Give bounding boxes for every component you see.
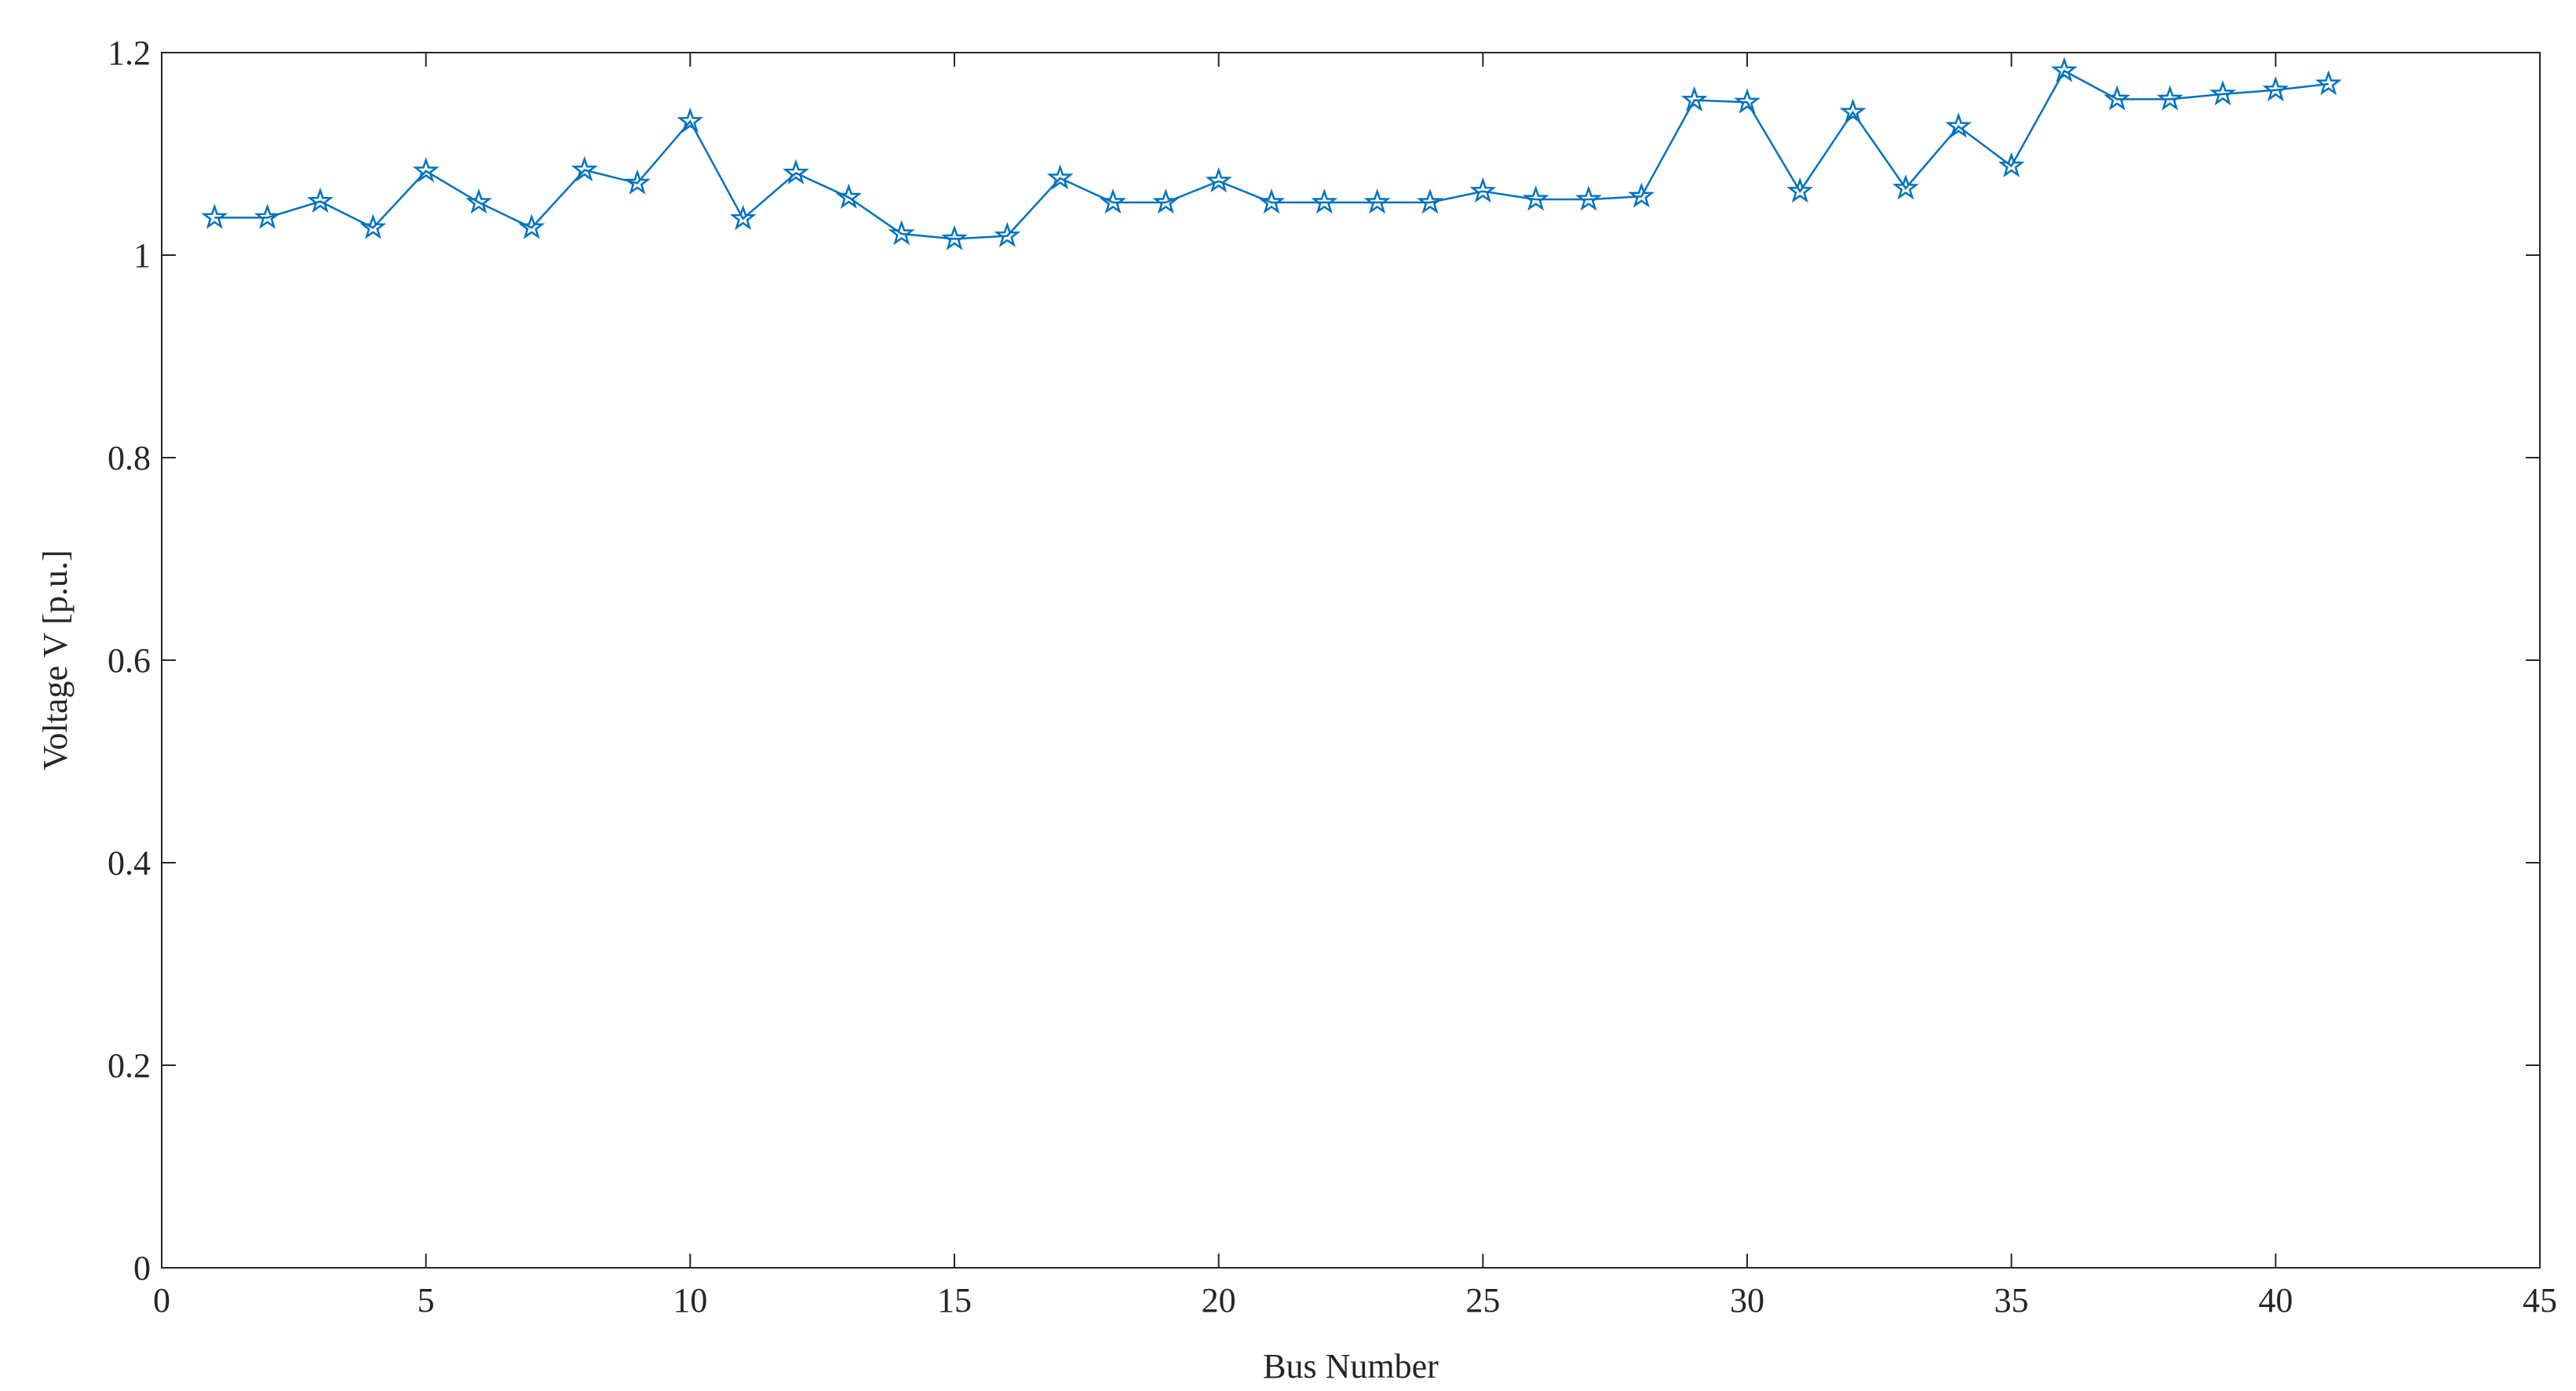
data-marker xyxy=(518,214,545,239)
x-tick-label: 0 xyxy=(153,1281,170,1320)
y-axis-label: Voltage V [p.u.] xyxy=(36,549,75,770)
x-tick-label: 30 xyxy=(1730,1281,1764,1320)
data-marker xyxy=(1046,164,1074,190)
data-marker xyxy=(994,221,1021,247)
data-marker xyxy=(2315,70,2342,96)
data-marker xyxy=(1734,88,1761,114)
plot-frame xyxy=(161,52,2541,1269)
data-marker xyxy=(571,155,598,182)
data-marker xyxy=(1205,166,1232,193)
data-marker xyxy=(783,159,809,184)
data-marker xyxy=(624,169,651,195)
data-line xyxy=(214,69,2329,240)
data-marker xyxy=(2209,80,2236,106)
data-marker xyxy=(2051,57,2078,82)
x-axis-label: Bus Number xyxy=(1263,1347,1439,1386)
data-marker xyxy=(677,107,704,133)
y-tick-label: 0.8 xyxy=(108,439,151,477)
data-marker xyxy=(729,204,757,230)
y-tick-label: 0.6 xyxy=(108,641,151,680)
x-tick-label: 45 xyxy=(2523,1281,2557,1320)
data-marker xyxy=(254,203,281,229)
data-marker xyxy=(1945,112,1972,138)
data-marker xyxy=(1522,185,1549,211)
data-marker xyxy=(1311,188,1338,214)
y-tick-label: 1 xyxy=(133,236,151,275)
x-tick-label: 25 xyxy=(1465,1281,1500,1320)
data-marker xyxy=(1892,174,1919,200)
y-tick-label: 0.2 xyxy=(108,1046,151,1085)
x-tick-label: 5 xyxy=(418,1281,435,1320)
data-marker xyxy=(359,214,387,239)
data-marker xyxy=(201,203,228,229)
data-marker xyxy=(2262,75,2290,102)
data-marker xyxy=(1100,188,1126,214)
x-tick-label: 40 xyxy=(2258,1281,2293,1320)
data-marker xyxy=(465,188,492,214)
data-marker xyxy=(1786,177,1814,203)
data-marker xyxy=(941,225,968,250)
data-marker xyxy=(1575,185,1602,211)
data-marker xyxy=(2103,85,2131,111)
data-marker xyxy=(1258,188,1285,214)
data-marker xyxy=(1839,98,1866,124)
data-marker xyxy=(2156,85,2184,111)
x-tick-label: 20 xyxy=(1202,1281,1236,1320)
data-marker xyxy=(835,183,863,209)
y-tick-label: 0.4 xyxy=(108,844,151,882)
data-marker xyxy=(1363,188,1391,214)
data-marker xyxy=(888,220,915,246)
data-marker xyxy=(1417,188,1443,214)
data-marker xyxy=(1469,177,1497,203)
data-marker xyxy=(1680,86,1708,112)
y-tick-label: 0 xyxy=(133,1249,151,1287)
data-marker xyxy=(412,157,440,183)
data-marker xyxy=(1998,152,2025,177)
data-marker xyxy=(1628,182,1655,208)
x-tick-label: 35 xyxy=(1994,1281,2029,1320)
data-marker xyxy=(307,187,334,214)
data-marker xyxy=(1152,188,1180,214)
x-tick-label: 15 xyxy=(937,1281,972,1320)
x-tick-label: 10 xyxy=(673,1281,707,1320)
y-tick-label: 1.2 xyxy=(108,34,151,72)
